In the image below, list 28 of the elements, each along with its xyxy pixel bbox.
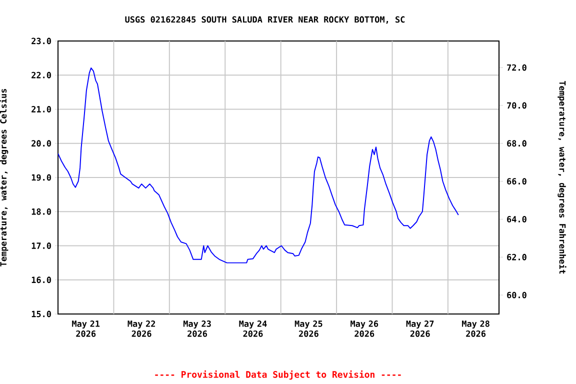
y-tick-label: 23.0 <box>32 38 51 44</box>
y-tick-label: 21.0 <box>32 106 51 112</box>
y-tick-label: 16.0 <box>32 276 51 284</box>
y2-tick-label: 62.0 <box>507 254 526 260</box>
y-tick-label: 19.0 <box>32 174 51 181</box>
y-tick-label: 20.0 <box>32 140 51 147</box>
y-tick-label: 17.0 <box>32 242 51 249</box>
x-tick-label: May 26 2026 <box>350 320 378 337</box>
x-tick-label: May 23 2026 <box>183 320 211 337</box>
y2-tick-label: 64.0 <box>507 216 526 222</box>
chart-title: USGS 021622845 SOUTH SALUDA RIVER NEAR ROCKY BOTTOM, SC <box>125 16 405 24</box>
x-tick-label: May 24 2026 <box>239 320 267 337</box>
y-axis-title: Temperature, water, degrees Celsius <box>0 88 8 266</box>
y2-tick-label: 68.0 <box>507 140 526 147</box>
y-tick-label: 18.0 <box>32 208 51 215</box>
y2-tick-label: 70.0 <box>507 102 526 109</box>
x-tick-label: May 25 2026 <box>294 320 322 337</box>
y2-tick-label: 66.0 <box>507 178 526 184</box>
x-tick-label: May 28 2026 <box>462 320 490 337</box>
y-tick-label: 22.0 <box>32 72 51 78</box>
y-tick-label: 15.0 <box>32 310 51 318</box>
text: ---- Provisional Data Subject to Revision ---- <box>155 370 401 380</box>
y2-tick-label: 72.0 <box>507 64 526 71</box>
x-tick-label: May 22 2026 <box>128 320 156 337</box>
x-tick-label: May 27 2026 <box>406 320 434 337</box>
y2-axis-title: Temperature, water, degrees Fahrenheit <box>558 81 566 274</box>
x-tick-label: May 21 2026 <box>72 320 100 337</box>
y2-tick-label: 60.0 <box>507 292 526 298</box>
